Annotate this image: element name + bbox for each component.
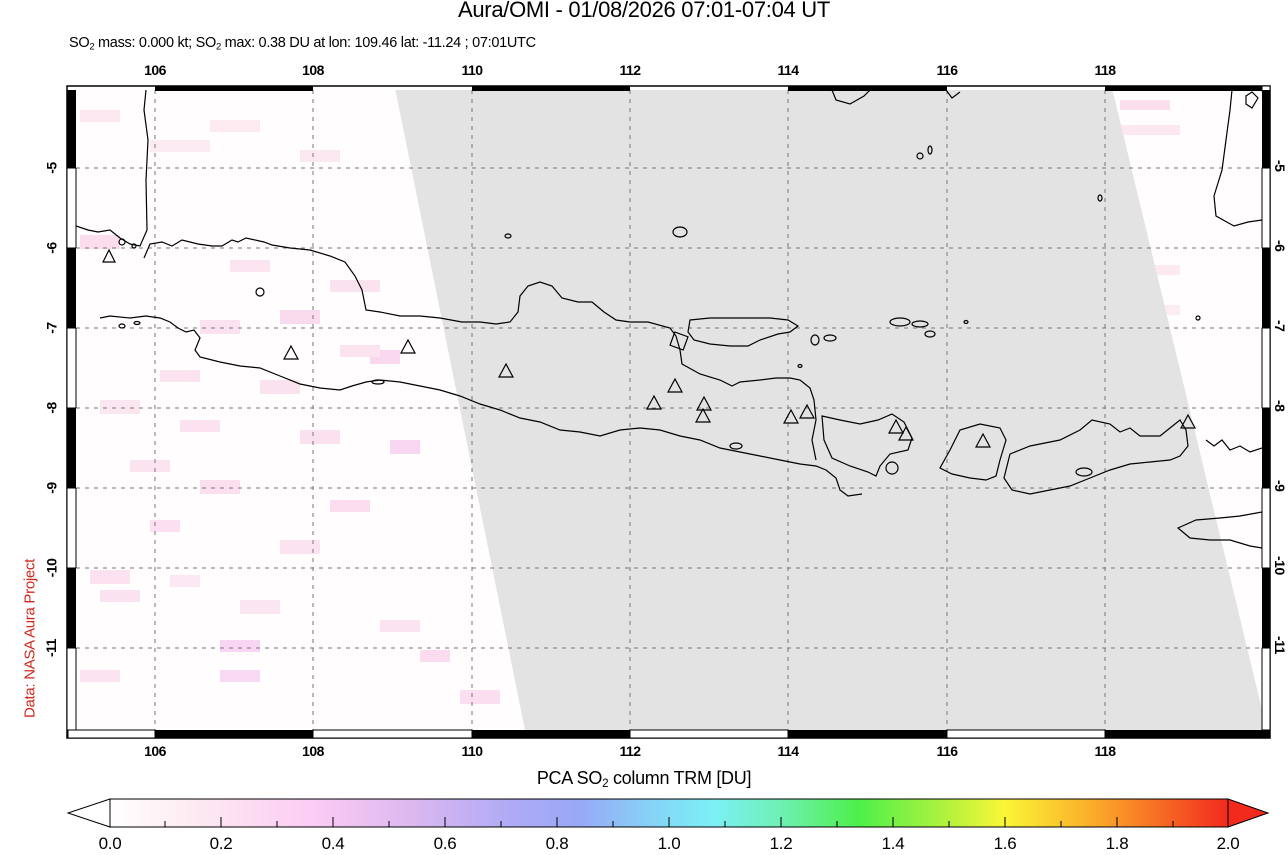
so2-pixels <box>80 100 1210 704</box>
volcano-icon <box>399 338 417 354</box>
lat-tick-right: -10 <box>1272 556 1288 575</box>
volcano-icon <box>798 403 816 419</box>
map-frame <box>66 85 1271 739</box>
subscript: 2 <box>215 40 221 52</box>
colorbar-label: PCA SO2 column TRM [DU] <box>0 768 1288 790</box>
volcano-icon <box>1179 413 1197 429</box>
colorbar-label-suffix: column TRM [DU] <box>608 768 752 788</box>
lon-tick-bottom: 110 <box>461 743 483 759</box>
colorbar-tick-label: 0.0 <box>98 834 122 853</box>
graticule <box>76 90 1262 730</box>
lon-tick-bottom: 118 <box>1094 743 1116 759</box>
volcano-icon <box>666 377 684 393</box>
lon-tick-top: 112 <box>619 62 641 78</box>
colorbar-tick-label: 0.4 <box>321 834 345 853</box>
volcano-icon <box>897 425 915 441</box>
subscript: 2 <box>89 40 95 52</box>
lat-tick-left: -9 <box>43 482 60 494</box>
coastlines <box>76 90 1262 549</box>
lat-tick-right: -8 <box>1272 400 1288 412</box>
colorbar-min-arrow <box>66 798 111 828</box>
lon-tick-top: 106 <box>144 62 166 78</box>
colorbar-tick-label: 1.2 <box>769 834 793 853</box>
lat-tick-left: -7 <box>43 322 60 334</box>
colorbar-label-prefix: PCA SO <box>536 768 603 788</box>
lon-tick-bottom: 116 <box>936 743 958 759</box>
colorbar-max-arrow <box>1227 798 1270 828</box>
volcano-markers <box>102 248 1197 448</box>
lat-tick-right: -6 <box>1272 240 1288 252</box>
lon-tick-bottom: 108 <box>302 743 324 759</box>
lat-tick-left: -11 <box>42 639 59 657</box>
colorbar <box>66 798 1270 828</box>
lat-tick-right: -9 <box>1272 480 1288 492</box>
lat-tick-left: -8 <box>43 402 60 414</box>
lat-tick-left: -6 <box>43 242 60 254</box>
colorbar-tick-label: 0.2 <box>209 834 233 853</box>
volcano-icon <box>782 408 800 424</box>
plot-area <box>76 90 1262 730</box>
volcano-icon <box>282 344 300 360</box>
volcano-icon <box>645 394 663 410</box>
so2-mass-text: mass: 0.000 kt; <box>94 35 196 51</box>
volcano-icon <box>887 418 905 434</box>
volcano-icon <box>974 432 992 448</box>
colorbar-tick-label: 1.6 <box>993 834 1017 853</box>
colorbar-tick-label: 1.0 <box>657 834 681 853</box>
lon-tick-top: 118 <box>1094 62 1116 78</box>
volcano-icon <box>694 407 712 423</box>
so2-max-text: max: 0.38 DU at lon: 109.46 lat: -11.24 … <box>220 35 536 51</box>
lon-tick-top: 110 <box>461 62 483 78</box>
map-title: Aura/OMI - 01/08/2026 07:01-07:04 UT <box>458 0 830 22</box>
colorbar-tick-label: 2.0 <box>1216 834 1240 853</box>
map-subtitle: SO2 mass: 0.000 kt; SO2 max: 0.38 DU at … <box>69 35 536 51</box>
lon-tick-bottom: 114 <box>777 743 799 759</box>
volcano-icon <box>102 248 116 263</box>
colorbar-tick-label: 1.4 <box>881 834 905 853</box>
subscript: 2 <box>602 776 609 790</box>
lon-tick-top: 114 <box>777 62 799 78</box>
lat-tick-left: -5 <box>43 162 60 174</box>
lat-tick-right: -5 <box>1272 160 1288 172</box>
lat-tick-right: -7 <box>1272 320 1288 332</box>
lon-tick-bottom: 106 <box>144 743 166 759</box>
lon-tick-top: 116 <box>936 62 958 78</box>
volcano-icon <box>497 362 515 378</box>
colorbar-tick-label: 0.8 <box>545 834 569 853</box>
no-data-swath <box>395 90 1262 730</box>
lat-tick-left: -10 <box>43 558 60 578</box>
so2-label: SO <box>69 35 90 51</box>
lon-tick-top: 108 <box>302 62 324 78</box>
colorbar-tick-label: 1.8 <box>1105 834 1129 853</box>
so2-label: SO <box>195 35 217 51</box>
lat-tick-right: -11 <box>1272 636 1288 654</box>
colorbar-ticks <box>164 817 1174 827</box>
colorbar-tick-label: 0.6 <box>433 834 457 853</box>
lon-tick-bottom: 112 <box>619 743 641 759</box>
